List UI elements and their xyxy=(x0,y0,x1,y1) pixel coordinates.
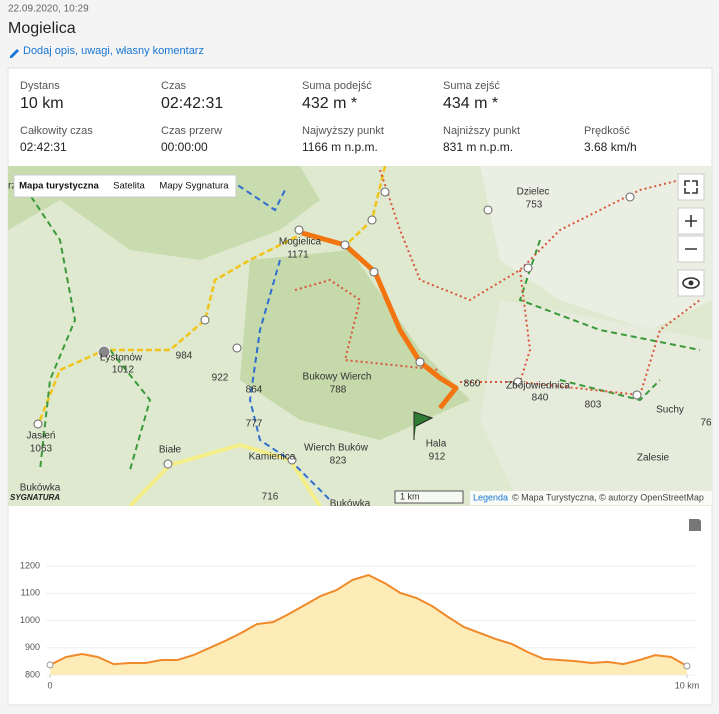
attribution-bg xyxy=(470,491,712,505)
map-label: Łystonów xyxy=(100,353,143,364)
line xyxy=(49,573,688,667)
stat-label: Czas xyxy=(161,80,187,92)
stat-value: 10 km xyxy=(20,95,64,112)
map-label: Suchy xyxy=(656,405,684,416)
map-label: 1171 xyxy=(287,250,309,261)
zoom-out-button[interactable] xyxy=(677,235,705,263)
trail xyxy=(229,179,331,501)
y-tick-label: 1200 xyxy=(20,560,40,570)
legend-link[interactable]: Legenda xyxy=(473,492,508,502)
map-label: Bukówka xyxy=(330,499,371,510)
map-label: 922 xyxy=(212,373,229,384)
map-label: 984 xyxy=(176,351,193,362)
layer-button[interactable]: Mapy Sygnatura xyxy=(159,181,229,192)
map-label: Jasień xyxy=(27,431,56,442)
trail xyxy=(294,169,701,397)
attribution: © Mapa Turystyczna, © autorzy OpenStreet… xyxy=(512,492,704,502)
map-label: 777 xyxy=(246,419,263,430)
eye-icon xyxy=(688,280,694,286)
stat-value: 1166 m n.p.m. xyxy=(302,140,378,154)
map-label: Zbójowiednica xyxy=(506,381,570,392)
map-label: Wierch Buków xyxy=(304,443,369,454)
y-tick-label: 1100 xyxy=(21,588,40,598)
map-label: 753 xyxy=(526,200,543,211)
map-label: 860 xyxy=(464,379,481,390)
edit-link[interactable]: Dodaj opis, uwagi, własny komentarz xyxy=(23,45,204,57)
trail xyxy=(19,179,701,471)
layer-button[interactable]: Mapa turystyczna xyxy=(19,181,99,192)
x-tick-label: 0 xyxy=(47,680,52,690)
map-label: 912 xyxy=(429,452,446,463)
stat-label: Najniższy punkt xyxy=(443,125,520,137)
save-icon[interactable] xyxy=(689,519,701,531)
date: 22.09.2020, 10:29 xyxy=(8,4,89,15)
eye-icon xyxy=(682,277,700,289)
stat-label: Suma zejść xyxy=(443,80,500,92)
stat-label: Prędkość xyxy=(584,125,630,137)
logo: SYGNATURA xyxy=(10,493,60,502)
stats: Dystans 10 km Czas 02:42:31 Suma podejść 432 … xyxy=(20,80,637,154)
clearing xyxy=(480,166,712,330)
scale-label: 1 km xyxy=(400,491,420,501)
map-label: 1063 xyxy=(30,444,53,455)
fullscreen-button[interactable] xyxy=(677,173,705,201)
stat-label: Dystans xyxy=(20,80,60,92)
map: rzeczkiDzielec753Mogielica1171Łystonów10… xyxy=(8,166,712,510)
shelter-icon xyxy=(97,345,111,359)
x-tick-label: 10 km xyxy=(675,680,700,690)
endpoint xyxy=(46,661,54,669)
map-label: Zalesie xyxy=(637,453,670,464)
y-tick-label: 800 xyxy=(25,669,40,679)
map-label: 716 xyxy=(262,492,279,503)
road xyxy=(128,442,322,506)
stat-value: 02:42:31 xyxy=(161,95,223,112)
map-label: Kamienica xyxy=(249,452,296,463)
control-icons xyxy=(684,180,698,250)
waypoints xyxy=(33,187,642,469)
map-controls xyxy=(677,173,705,297)
stat-value: 02:42:31 xyxy=(20,140,67,154)
map-label: Hala xyxy=(426,439,447,450)
map-label: 788 xyxy=(330,385,347,396)
stat-value: 3.68 km/h xyxy=(584,140,637,154)
route xyxy=(301,230,459,410)
map-label: 823 xyxy=(330,456,347,467)
stat-label: Najwyższy punkt xyxy=(302,125,384,137)
stat-value: 831 m n.p.m. xyxy=(443,140,513,154)
area xyxy=(50,575,687,675)
map-label: 76 xyxy=(700,418,712,429)
map-label: Bukowy Wierch xyxy=(303,372,372,383)
stat-label: Suma podejść xyxy=(302,80,372,92)
stat-value: 432 m * xyxy=(302,95,357,112)
map-label: 1012 xyxy=(112,365,135,376)
title: Mogielica xyxy=(8,20,76,37)
map-label: 840 xyxy=(532,393,549,404)
stat-value: 434 m * xyxy=(443,95,498,112)
map-label: 803 xyxy=(585,400,602,411)
elevation-chart: 800 900 1000 1100 1200 0 10 km xyxy=(20,560,699,690)
map-label: Białe xyxy=(159,445,182,456)
trail xyxy=(38,233,301,421)
map-label: 864 xyxy=(246,385,263,396)
map-label: Bukówka xyxy=(20,483,61,494)
layer-bar xyxy=(13,174,237,198)
scale-bar xyxy=(394,490,464,504)
map-label: Dzielec xyxy=(517,187,550,198)
layer-button[interactable]: Satelita xyxy=(113,181,145,192)
stat-label: Czas przerw xyxy=(161,125,222,137)
finish-flag xyxy=(413,411,434,440)
y-tick-label: 1000 xyxy=(20,615,40,625)
endpoint xyxy=(683,662,691,670)
map-label: Mogielica xyxy=(279,237,322,248)
y-tick-label: 900 xyxy=(25,642,40,652)
stat-value: 00:00:00 xyxy=(161,140,208,154)
edit-icon xyxy=(10,49,19,58)
stat-label: Całkowity czas xyxy=(20,125,93,137)
forest xyxy=(240,250,470,440)
